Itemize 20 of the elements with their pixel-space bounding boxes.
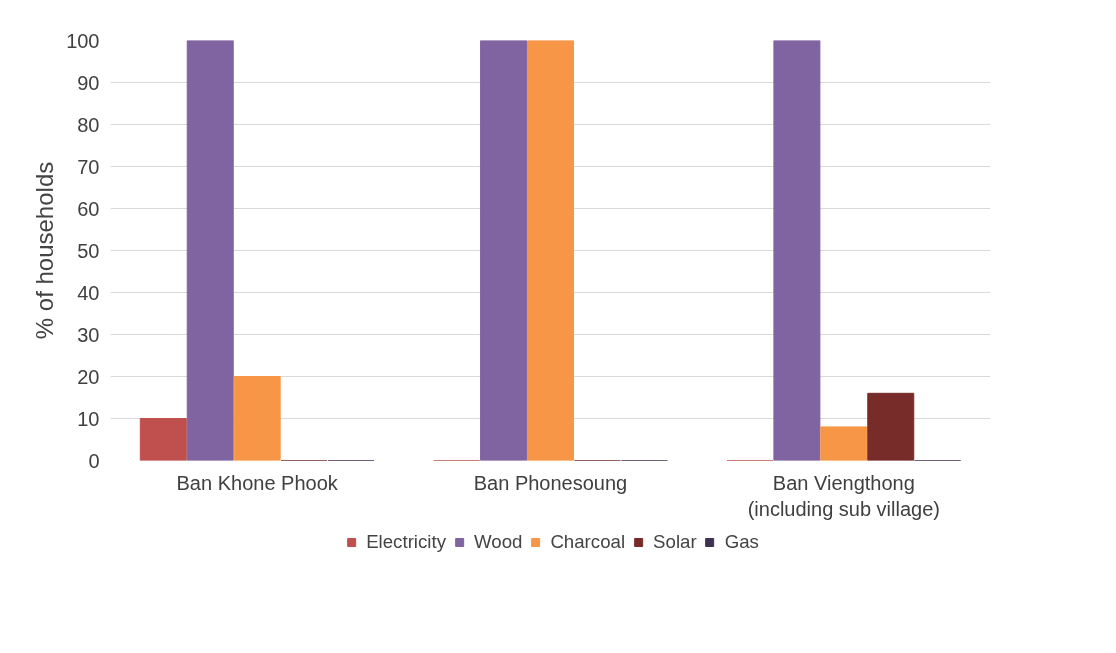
y-tick-label: 90 — [77, 71, 100, 94]
x-tick-label: Ban Khone Phook — [176, 471, 339, 494]
legend-label: Solar — [653, 531, 697, 553]
legend-label: Charcoal — [550, 531, 626, 553]
y-tick-label: 40 — [77, 281, 100, 304]
y-tick-label: 0 — [88, 449, 100, 472]
x-tick-label: Ban Phonesoung — [473, 471, 628, 494]
y-tick-label: 10 — [77, 407, 100, 430]
legend-label: Electricity — [366, 531, 446, 553]
y-tick-label: 60 — [77, 197, 100, 220]
y-tick-label: 70 — [77, 155, 100, 178]
y-axis-title: % of households — [31, 161, 59, 340]
legend-label: Wood — [473, 531, 523, 553]
y-tick-label: 20 — [77, 365, 100, 388]
y-tick-label: 80 — [77, 113, 100, 136]
x-tick-label: Ban Viengthong (including sub village) — [747, 471, 940, 520]
y-tick-label: 100 — [66, 29, 100, 52]
y-tick-label: 50 — [77, 239, 100, 262]
legend-label: Gas — [724, 531, 759, 553]
y-tick-label: 30 — [77, 323, 100, 346]
